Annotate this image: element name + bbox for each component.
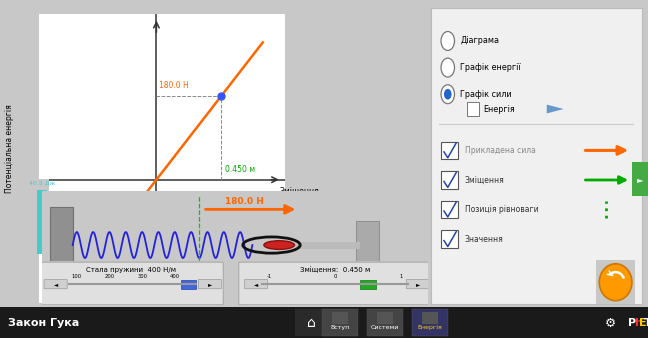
- Bar: [441, 201, 458, 218]
- Text: Зміщення:  0.450 м: Зміщення: 0.450 м: [300, 267, 370, 273]
- Text: Потенціальна енергія: Потенціальна енергія: [5, 104, 14, 193]
- Bar: [356, 221, 378, 269]
- Bar: [367, 309, 403, 336]
- Text: ►: ►: [416, 282, 420, 287]
- Bar: [360, 280, 376, 289]
- Text: 1: 1: [399, 274, 402, 279]
- Bar: [412, 309, 448, 336]
- Text: Графік сили: Графік сили: [460, 90, 512, 99]
- Text: Прикладена сила: Прикладена сила: [465, 146, 535, 155]
- Text: Стала пружини  400 Н/м: Стала пружини 400 Н/м: [86, 267, 176, 272]
- Text: Закон Гука: Закон Гука: [8, 318, 79, 328]
- Circle shape: [441, 31, 454, 50]
- Text: 40.5 Дж: 40.5 Дж: [29, 180, 55, 185]
- Text: Зміщення: Зміщення: [279, 187, 319, 196]
- Circle shape: [441, 85, 454, 104]
- Circle shape: [444, 89, 452, 99]
- Text: E: E: [639, 318, 647, 328]
- Text: Графік енергії: Графік енергії: [460, 63, 521, 72]
- Text: Зміщення: Зміщення: [465, 175, 504, 185]
- Text: Системи: Системи: [371, 325, 399, 331]
- Circle shape: [599, 264, 632, 301]
- Text: 180.0 Н: 180.0 Н: [159, 81, 189, 90]
- FancyBboxPatch shape: [238, 262, 432, 305]
- FancyBboxPatch shape: [406, 280, 430, 289]
- Text: 0.450 м: 0.450 м: [225, 165, 255, 174]
- FancyBboxPatch shape: [198, 280, 222, 289]
- Text: Значення: Значення: [465, 235, 503, 244]
- Text: T: T: [644, 318, 648, 328]
- FancyBboxPatch shape: [44, 280, 67, 289]
- Text: 200: 200: [104, 274, 115, 279]
- Text: 100: 100: [72, 274, 82, 279]
- Text: h: h: [634, 318, 642, 328]
- Bar: [322, 309, 358, 336]
- Text: ►: ►: [208, 282, 212, 287]
- Text: Енергія: Енергія: [417, 325, 443, 331]
- FancyBboxPatch shape: [244, 280, 268, 289]
- Text: Діаграма: Діаграма: [460, 37, 500, 46]
- Circle shape: [441, 58, 454, 77]
- Bar: [295, 309, 327, 336]
- Text: ►: ►: [636, 175, 643, 184]
- FancyBboxPatch shape: [38, 262, 224, 305]
- Text: ◄: ◄: [54, 282, 58, 287]
- Text: 180.0 Н: 180.0 Н: [226, 197, 264, 206]
- Circle shape: [264, 241, 294, 249]
- Polygon shape: [547, 104, 564, 114]
- Text: -1: -1: [267, 274, 272, 279]
- Bar: [441, 171, 458, 189]
- Bar: [441, 230, 458, 248]
- Text: ◄: ◄: [254, 282, 259, 287]
- Bar: [467, 102, 480, 116]
- Text: ⌂: ⌂: [307, 316, 316, 330]
- Text: Енергія: Енергія: [483, 104, 515, 114]
- Text: 400: 400: [170, 274, 180, 279]
- Bar: [332, 312, 348, 324]
- Bar: [181, 280, 196, 289]
- Text: Позиція рівноваги: Позиція рівноваги: [465, 205, 538, 214]
- Bar: [422, 312, 438, 324]
- Text: P: P: [628, 318, 636, 328]
- Text: 300: 300: [137, 274, 147, 279]
- Bar: [441, 142, 458, 159]
- Text: ⚙: ⚙: [605, 316, 616, 330]
- Text: 0: 0: [334, 274, 337, 279]
- Text: Вступ: Вступ: [330, 325, 350, 331]
- Text: 0.450 м: 0.450 м: [217, 284, 249, 293]
- Bar: [50, 207, 73, 283]
- Bar: [377, 312, 393, 324]
- Bar: [37, 190, 47, 254]
